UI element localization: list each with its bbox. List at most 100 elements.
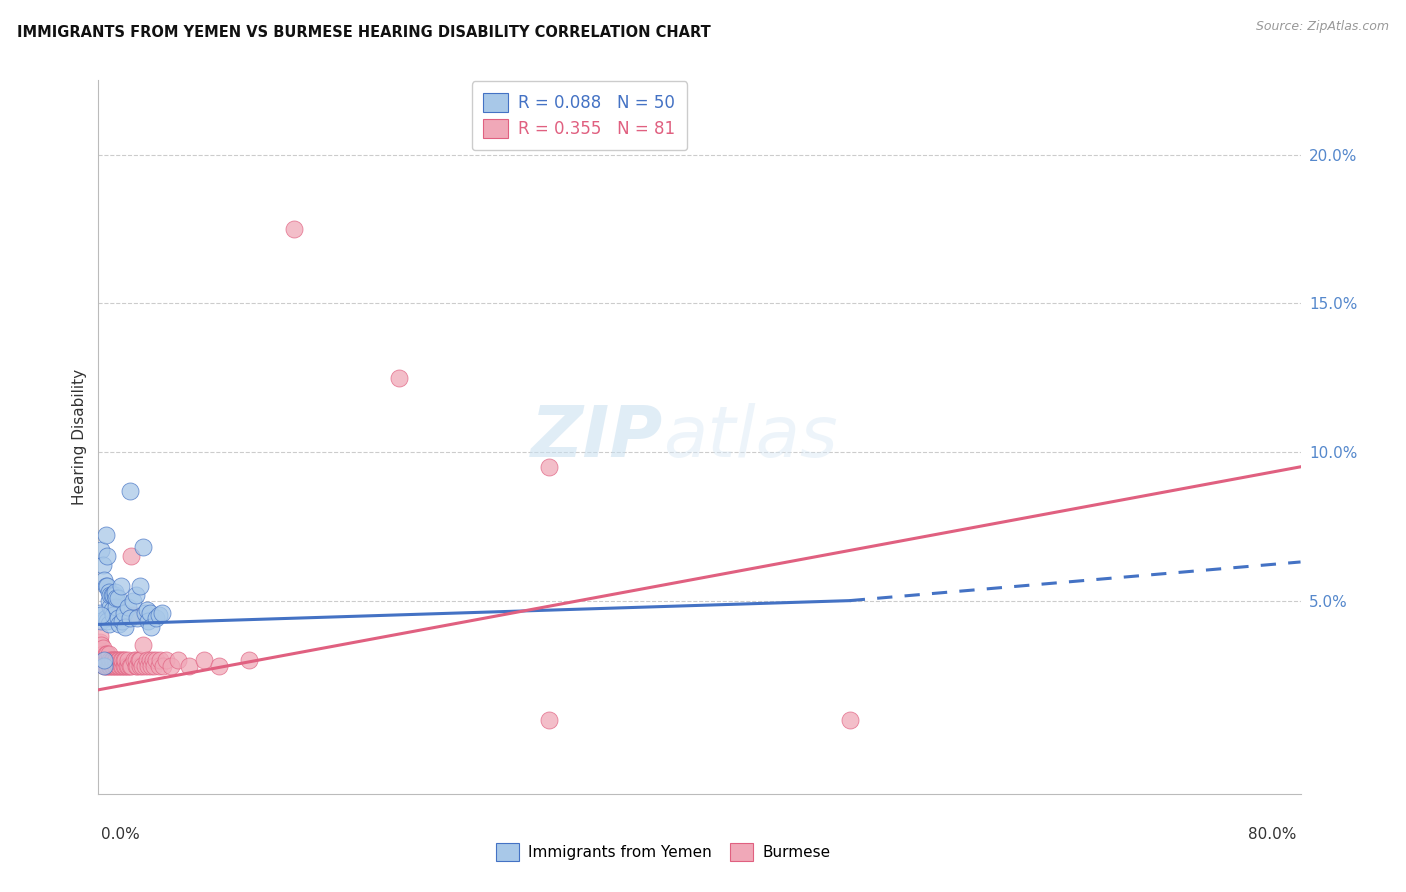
Text: 0.0%: 0.0%	[101, 827, 141, 841]
Text: Source: ZipAtlas.com: Source: ZipAtlas.com	[1256, 20, 1389, 33]
Point	[107, 591, 129, 605]
Point	[96, 615, 118, 629]
Point	[97, 653, 120, 667]
Point	[93, 653, 115, 667]
Point	[115, 659, 138, 673]
Point	[94, 647, 117, 661]
Point	[94, 611, 117, 625]
Point	[112, 606, 135, 620]
Point	[138, 606, 160, 620]
Text: 80.0%: 80.0%	[1249, 827, 1296, 841]
Point	[128, 653, 150, 667]
Point	[100, 659, 122, 673]
Point	[105, 659, 128, 673]
Point	[159, 659, 181, 673]
Point	[103, 659, 125, 673]
Point	[94, 528, 117, 542]
Point	[131, 659, 153, 673]
Point	[136, 659, 159, 673]
Point	[538, 459, 561, 474]
Point	[89, 629, 111, 643]
Point	[108, 659, 131, 673]
Point	[90, 615, 112, 629]
Point	[117, 659, 139, 673]
Point	[110, 659, 132, 673]
Point	[114, 653, 136, 667]
Point	[127, 611, 149, 625]
Point	[93, 573, 115, 587]
Point	[139, 620, 162, 634]
Point	[101, 602, 124, 616]
Point	[96, 647, 118, 661]
Point	[283, 222, 305, 236]
Point	[118, 483, 141, 498]
Point	[135, 653, 157, 667]
Point	[93, 659, 115, 673]
Point	[114, 620, 136, 634]
Point	[110, 579, 132, 593]
Point	[91, 653, 114, 667]
Point	[145, 611, 167, 625]
Point	[94, 579, 117, 593]
Point	[89, 635, 111, 649]
Point	[193, 653, 215, 667]
Point	[149, 653, 172, 667]
Point	[125, 653, 148, 667]
Point	[111, 659, 134, 673]
Point	[125, 659, 148, 673]
Point	[91, 641, 114, 656]
Point	[96, 653, 118, 667]
Point	[107, 659, 129, 673]
Point	[90, 644, 112, 658]
Text: ZIP: ZIP	[531, 402, 664, 472]
Point	[101, 653, 124, 667]
Point	[208, 659, 231, 673]
Point	[96, 659, 118, 673]
Point	[152, 659, 174, 673]
Point	[148, 608, 170, 623]
Point	[138, 653, 160, 667]
Point	[94, 653, 117, 667]
Point	[110, 653, 132, 667]
Point	[388, 370, 411, 384]
Point	[148, 659, 170, 673]
Point	[112, 653, 135, 667]
Point	[103, 653, 125, 667]
Point	[118, 659, 141, 673]
Point	[125, 588, 148, 602]
Point	[132, 540, 155, 554]
Point	[93, 659, 115, 673]
Point	[132, 638, 155, 652]
Point	[107, 611, 129, 625]
Point	[127, 659, 149, 673]
Point	[97, 647, 120, 661]
Point	[108, 617, 131, 632]
Point	[136, 615, 159, 629]
Text: IMMIGRANTS FROM YEMEN VS BURMESE HEARING DISABILITY CORRELATION CHART: IMMIGRANTS FROM YEMEN VS BURMESE HEARING…	[17, 25, 710, 40]
Text: atlas: atlas	[664, 402, 838, 472]
Point	[104, 588, 127, 602]
Point	[94, 659, 117, 673]
Point	[145, 653, 167, 667]
Point	[90, 638, 112, 652]
Point	[129, 653, 152, 667]
Point	[103, 588, 125, 602]
Point	[96, 579, 118, 593]
Point	[150, 606, 173, 620]
Point	[100, 588, 122, 602]
Point	[104, 659, 127, 673]
Point	[141, 653, 163, 667]
Point	[124, 653, 146, 667]
Point	[91, 647, 114, 661]
Point	[143, 659, 166, 673]
Point	[97, 659, 120, 673]
Point	[121, 659, 143, 673]
Point	[114, 659, 136, 673]
Point	[97, 617, 120, 632]
Point	[100, 599, 122, 614]
Point	[117, 599, 139, 614]
Point	[103, 608, 125, 623]
Point	[111, 615, 134, 629]
Point	[89, 606, 111, 620]
Point	[129, 579, 152, 593]
